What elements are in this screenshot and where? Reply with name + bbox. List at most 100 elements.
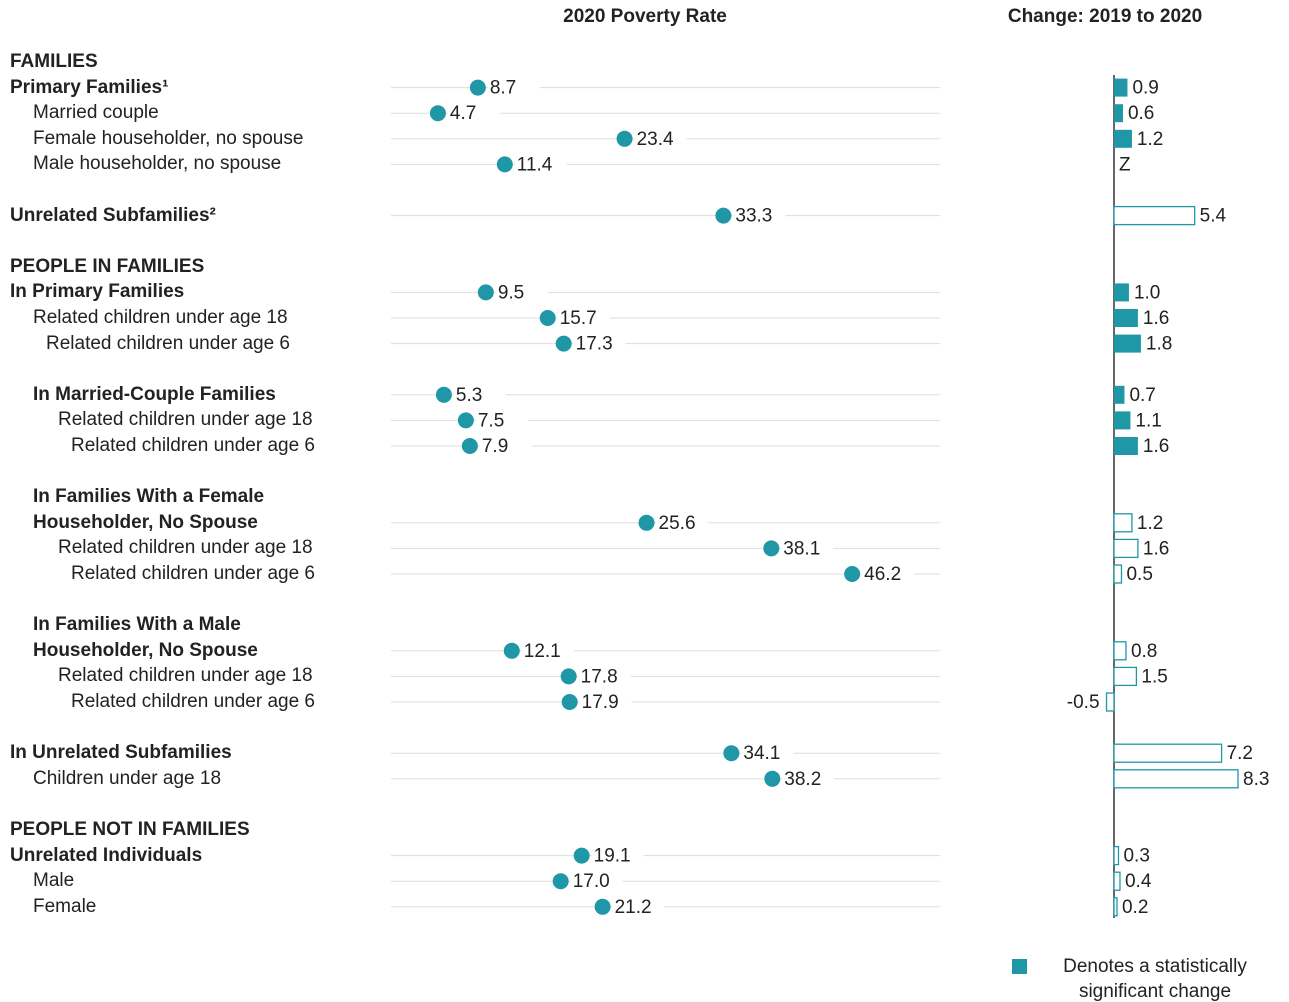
dot-label: 9.5 — [498, 282, 524, 303]
dot-label: 46.2 — [864, 564, 901, 585]
bar-label: 0.8 — [1131, 641, 1157, 662]
bar — [1113, 871, 1121, 891]
bar — [1114, 334, 1141, 353]
label-bg — [862, 564, 915, 584]
dot-label: 23.4 — [637, 129, 674, 150]
bar — [1113, 743, 1223, 763]
dot — [764, 770, 781, 787]
bar-label: 1.6 — [1143, 308, 1169, 329]
dot-label: 17.8 — [581, 666, 618, 687]
label-bg — [578, 666, 631, 687]
label-bg — [475, 410, 528, 431]
dot — [435, 386, 452, 403]
bar-label: 0.2 — [1122, 897, 1148, 918]
dot — [723, 745, 740, 762]
row-label: Unrelated Individuals — [10, 844, 203, 866]
bar-label: 1.6 — [1143, 436, 1169, 457]
dot-label: 8.7 — [490, 78, 516, 99]
dot — [844, 566, 861, 582]
bar — [1105, 692, 1115, 712]
legend-text: Denotes a statistically significant chan… — [1063, 956, 1247, 1002]
dot — [461, 438, 478, 454]
bar — [1114, 385, 1125, 404]
label-bg — [579, 692, 632, 712]
dot — [457, 412, 474, 429]
label-bg — [487, 77, 540, 98]
bar — [1113, 769, 1239, 789]
label-bg — [634, 128, 687, 149]
dot — [715, 207, 732, 224]
bar — [1114, 437, 1138, 455]
bar-label: 1.0 — [1134, 282, 1160, 303]
bar — [1113, 641, 1127, 661]
row-label: In Unrelated Subfamilies — [10, 742, 232, 764]
label-bg — [453, 384, 506, 405]
dot-label: 33.3 — [735, 206, 772, 227]
dot-label: 34.1 — [743, 743, 780, 764]
legend-swatch — [1012, 959, 1027, 974]
bar — [1113, 564, 1123, 584]
row-label: Related children under age 6 — [71, 691, 316, 712]
bar-label: 1.2 — [1137, 129, 1163, 150]
label-bg — [557, 308, 610, 328]
dot-label: 5.3 — [456, 385, 482, 406]
bar-label: 0.6 — [1128, 103, 1154, 124]
dot — [763, 540, 780, 557]
dot — [573, 847, 590, 864]
dot-label: 7.5 — [478, 410, 504, 431]
bar-label: 0.5 — [1126, 564, 1152, 585]
bar-label: 1.2 — [1137, 513, 1163, 534]
dot — [552, 873, 569, 890]
bar — [1113, 897, 1118, 917]
bar-label: 0.3 — [1123, 846, 1149, 867]
row-label: Related children under age 18 — [58, 665, 313, 687]
dot — [429, 105, 446, 122]
bar-label: -0.5 — [1067, 692, 1100, 713]
dot-label: 25.6 — [659, 513, 696, 534]
dot — [503, 642, 520, 659]
bar-label: 1.5 — [1141, 666, 1167, 687]
dot — [496, 156, 513, 173]
dot — [561, 694, 578, 710]
bar-label: 5.4 — [1200, 206, 1227, 227]
dot — [594, 898, 611, 915]
dot-label: 4.7 — [450, 103, 476, 124]
dot-label: 19.1 — [594, 846, 631, 867]
label-bg — [521, 640, 574, 661]
label-bg — [782, 768, 835, 789]
bar — [1113, 845, 1120, 866]
row-label: Married couple — [33, 102, 159, 124]
dot — [469, 79, 486, 96]
label-bg — [591, 845, 644, 866]
label-bg — [495, 282, 548, 303]
label-bg — [733, 205, 786, 226]
bar — [1113, 205, 1196, 226]
row-label: Related children under age 18 — [33, 307, 288, 328]
dot-label: 15.7 — [560, 308, 597, 329]
dot-label: 17.9 — [582, 692, 619, 713]
dot-label: 38.2 — [784, 769, 821, 790]
bar-label: Z — [1119, 154, 1131, 175]
bar — [1114, 411, 1131, 430]
dot — [477, 284, 494, 301]
bar — [1114, 283, 1129, 302]
bar — [1113, 513, 1133, 533]
label-bg — [570, 871, 623, 892]
dot-label: 21.2 — [615, 897, 652, 918]
label-bg — [656, 512, 709, 533]
dot-label: 38.1 — [783, 538, 820, 559]
bar-label: 1.8 — [1146, 334, 1172, 355]
row-label: PEOPLE IN FAMILIES — [10, 255, 205, 277]
label-bg — [573, 333, 626, 354]
dot-title: 2020 Poverty Rate — [563, 6, 727, 27]
dot — [555, 335, 572, 352]
label-bg — [612, 896, 665, 917]
dot — [638, 514, 655, 531]
row-label: In Families With a Male Householder, No … — [33, 614, 258, 661]
dot-label: 7.9 — [482, 436, 508, 457]
dot — [539, 310, 556, 326]
bar — [1114, 309, 1138, 327]
row-label: Male — [33, 870, 75, 892]
